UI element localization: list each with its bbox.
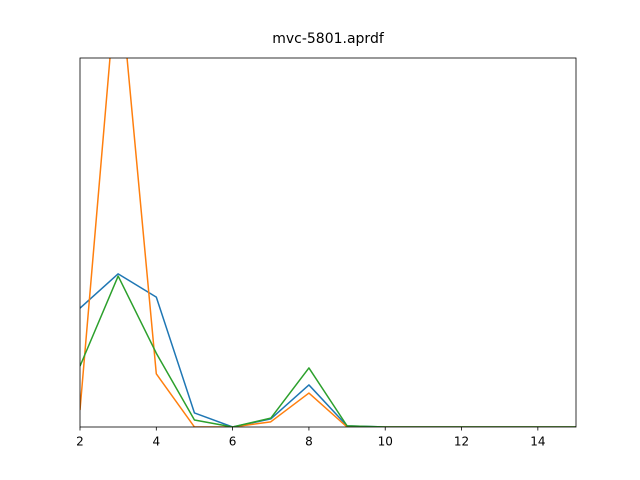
x-tick-label: 4	[152, 435, 160, 449]
x-tick-label: 12	[454, 435, 469, 449]
x-tick-label: 10	[378, 435, 393, 449]
x-tick-label: 2	[76, 435, 84, 449]
plot-area	[80, 58, 576, 427]
x-tick-label: 14	[530, 435, 545, 449]
chart-title: mvc-5801.aprdf	[272, 31, 385, 47]
series-line	[80, 273, 576, 427]
x-tick-label: 6	[229, 435, 237, 449]
series-line	[80, 275, 576, 427]
series-line	[80, 58, 576, 427]
x-tick-label: 8	[305, 435, 313, 449]
axes-frame	[79, 57, 577, 428]
